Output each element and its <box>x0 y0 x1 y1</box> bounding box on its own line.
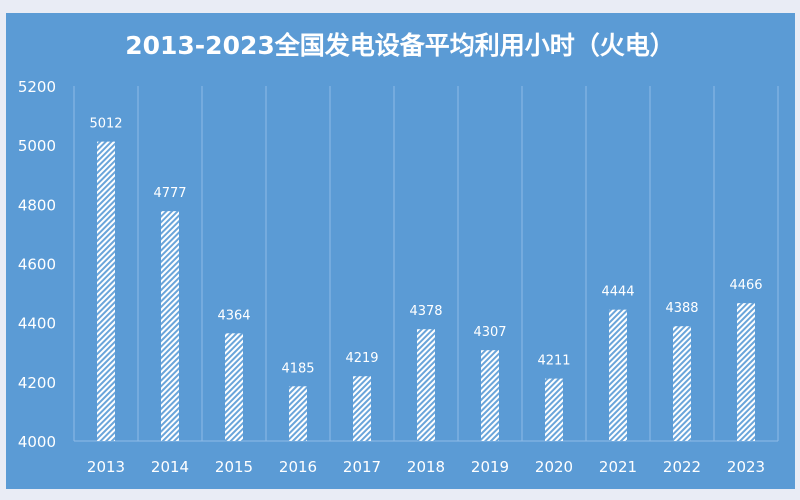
data-label: 4378 <box>409 304 442 319</box>
data-label: 4444 <box>601 285 634 300</box>
x-tick-label: 2023 <box>727 458 765 476</box>
x-tick-label: 2021 <box>599 458 637 476</box>
data-label: 4466 <box>729 278 762 293</box>
y-tick-label: 4200 <box>18 374 56 392</box>
bar <box>417 329 435 441</box>
x-tick-label: 2020 <box>535 458 573 476</box>
y-tick-label: 4800 <box>18 196 56 214</box>
x-tick-label: 2022 <box>663 458 701 476</box>
bar <box>609 309 627 441</box>
bar <box>97 141 115 441</box>
y-tick-label: 4600 <box>18 256 56 274</box>
data-label: 4219 <box>345 351 378 366</box>
bar <box>737 303 755 441</box>
y-tick-label: 4000 <box>18 433 56 451</box>
data-label: 4364 <box>217 308 250 323</box>
bar <box>353 376 371 441</box>
data-label: 4307 <box>473 325 506 340</box>
y-tick-label: 5000 <box>18 137 56 155</box>
data-label: 4388 <box>665 301 698 316</box>
x-tick-label: 2014 <box>151 458 189 476</box>
bar <box>545 378 563 441</box>
y-tick-label: 5200 <box>18 78 56 96</box>
bar <box>161 211 179 441</box>
x-tick-label: 2013 <box>87 458 125 476</box>
data-label: 5012 <box>89 117 122 132</box>
bar <box>289 386 307 441</box>
x-tick-label: 2018 <box>407 458 445 476</box>
y-tick-label: 4400 <box>18 315 56 333</box>
x-tick-label: 2017 <box>343 458 381 476</box>
x-tick-label: 2016 <box>279 458 317 476</box>
x-tick-label: 2015 <box>215 458 253 476</box>
data-label: 4185 <box>281 361 314 376</box>
data-label: 4777 <box>153 186 186 201</box>
chart-title: 2013-2023全国发电设备平均利用小时（火电） <box>125 31 675 60</box>
bar <box>225 333 243 441</box>
data-label: 4211 <box>537 354 570 369</box>
bar <box>673 326 691 441</box>
bar <box>481 350 499 441</box>
x-tick-label: 2019 <box>471 458 509 476</box>
